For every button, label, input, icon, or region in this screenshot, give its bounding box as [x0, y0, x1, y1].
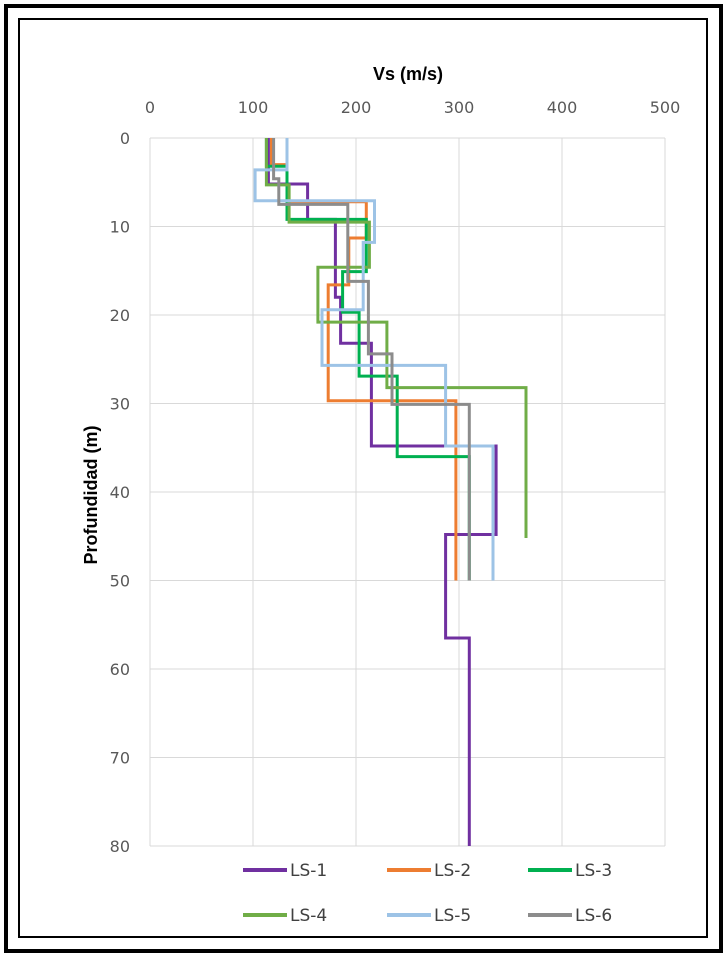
legend-label: LS-1 [290, 861, 327, 881]
y-tick-label: 70 [110, 749, 130, 768]
series-line-ls-3 [264, 138, 471, 581]
gridlines [149, 137, 666, 847]
legend-label: LS-6 [575, 906, 612, 926]
y-tick-label: 10 [110, 218, 130, 237]
chart-frame-outer [4, 4, 723, 953]
x-tick-label: 0 [145, 98, 155, 117]
x-tick-label: 400 [547, 98, 578, 117]
chart-frame-inner [18, 18, 708, 938]
x-tick-label: 500 [650, 98, 681, 117]
series-line-ls-2 [270, 138, 458, 581]
y-tick-label: 50 [110, 572, 130, 591]
series-line-ls-6 [272, 138, 471, 581]
x-tick-label: 100 [238, 98, 269, 117]
y-axis-title: Profundidad (m) [81, 426, 101, 565]
series-line-ls-5 [253, 138, 495, 581]
y-tick-label: 60 [110, 660, 130, 679]
tick-labels: 0 100 200 300 400 500 0 10 20 30 40 50 60 70 80 [110, 98, 681, 856]
y-tick-label: 20 [110, 306, 130, 325]
legend: LS-1 LS-2 LS-3 LS-4 LS-5 LS-6 [243, 861, 612, 926]
legend-label: LS-4 [290, 906, 327, 926]
y-tick-label: 80 [110, 837, 130, 856]
y-tick-label: 40 [110, 483, 130, 502]
legend-label: LS-5 [434, 906, 471, 926]
x-tick-label: 300 [444, 98, 475, 117]
series-line-ls-4 [264, 138, 528, 538]
y-tick-label: 0 [120, 129, 130, 148]
x-axis-title: Vs (m/s) [373, 64, 443, 84]
series-lines [253, 138, 528, 846]
legend-label: LS-2 [434, 861, 471, 881]
x-tick-label: 200 [341, 98, 372, 117]
legend-label: LS-3 [575, 861, 612, 881]
y-tick-label: 30 [110, 395, 130, 414]
